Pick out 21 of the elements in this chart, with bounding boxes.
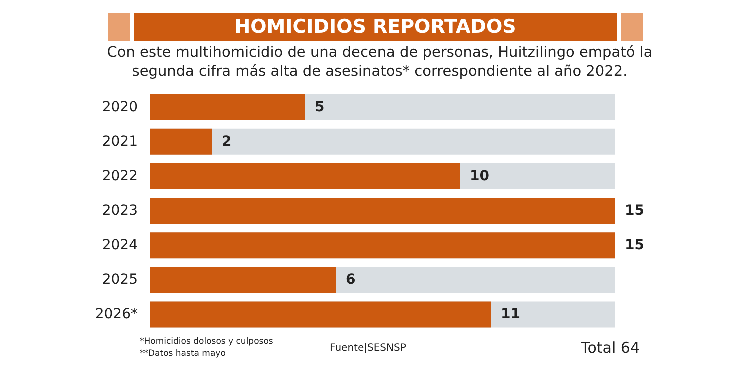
y-tick-label: 2025 <box>102 272 138 288</box>
source-note: Fuente|SESNSP <box>330 343 406 354</box>
chart-subtitle: Con este multihomicidio de una decena de personas, Huitzilingo empató la segunda cifra más alta de asesinatos* correspondiente al año 2022. <box>106 44 654 82</box>
y-tick-label: 2021 <box>102 134 138 150</box>
data-label: 15 <box>625 203 644 219</box>
data-label: 11 <box>501 306 520 323</box>
data-label: 2 <box>222 134 232 150</box>
y-tick-label: 2024 <box>102 238 138 254</box>
data-label: 15 <box>625 238 644 254</box>
text: Total 64 <box>581 339 640 357</box>
chart-title: HOMICIDIOS REPORTADOS <box>134 13 617 41</box>
data-label: 6 <box>346 272 356 288</box>
data-label: 5 <box>315 99 325 116</box>
y-tick-label: 2023 <box>102 203 138 219</box>
y-tick-label: 2020 <box>102 99 138 116</box>
y-tick-label: 2026* <box>95 306 138 323</box>
data-label: 10 <box>470 168 490 184</box>
text: **Datos hasta mayo <box>140 348 227 360</box>
bar <box>150 128 212 155</box>
y-tick-label: 2022 <box>102 168 138 184</box>
text: *Homicidios dolosos y culposos <box>140 336 274 348</box>
